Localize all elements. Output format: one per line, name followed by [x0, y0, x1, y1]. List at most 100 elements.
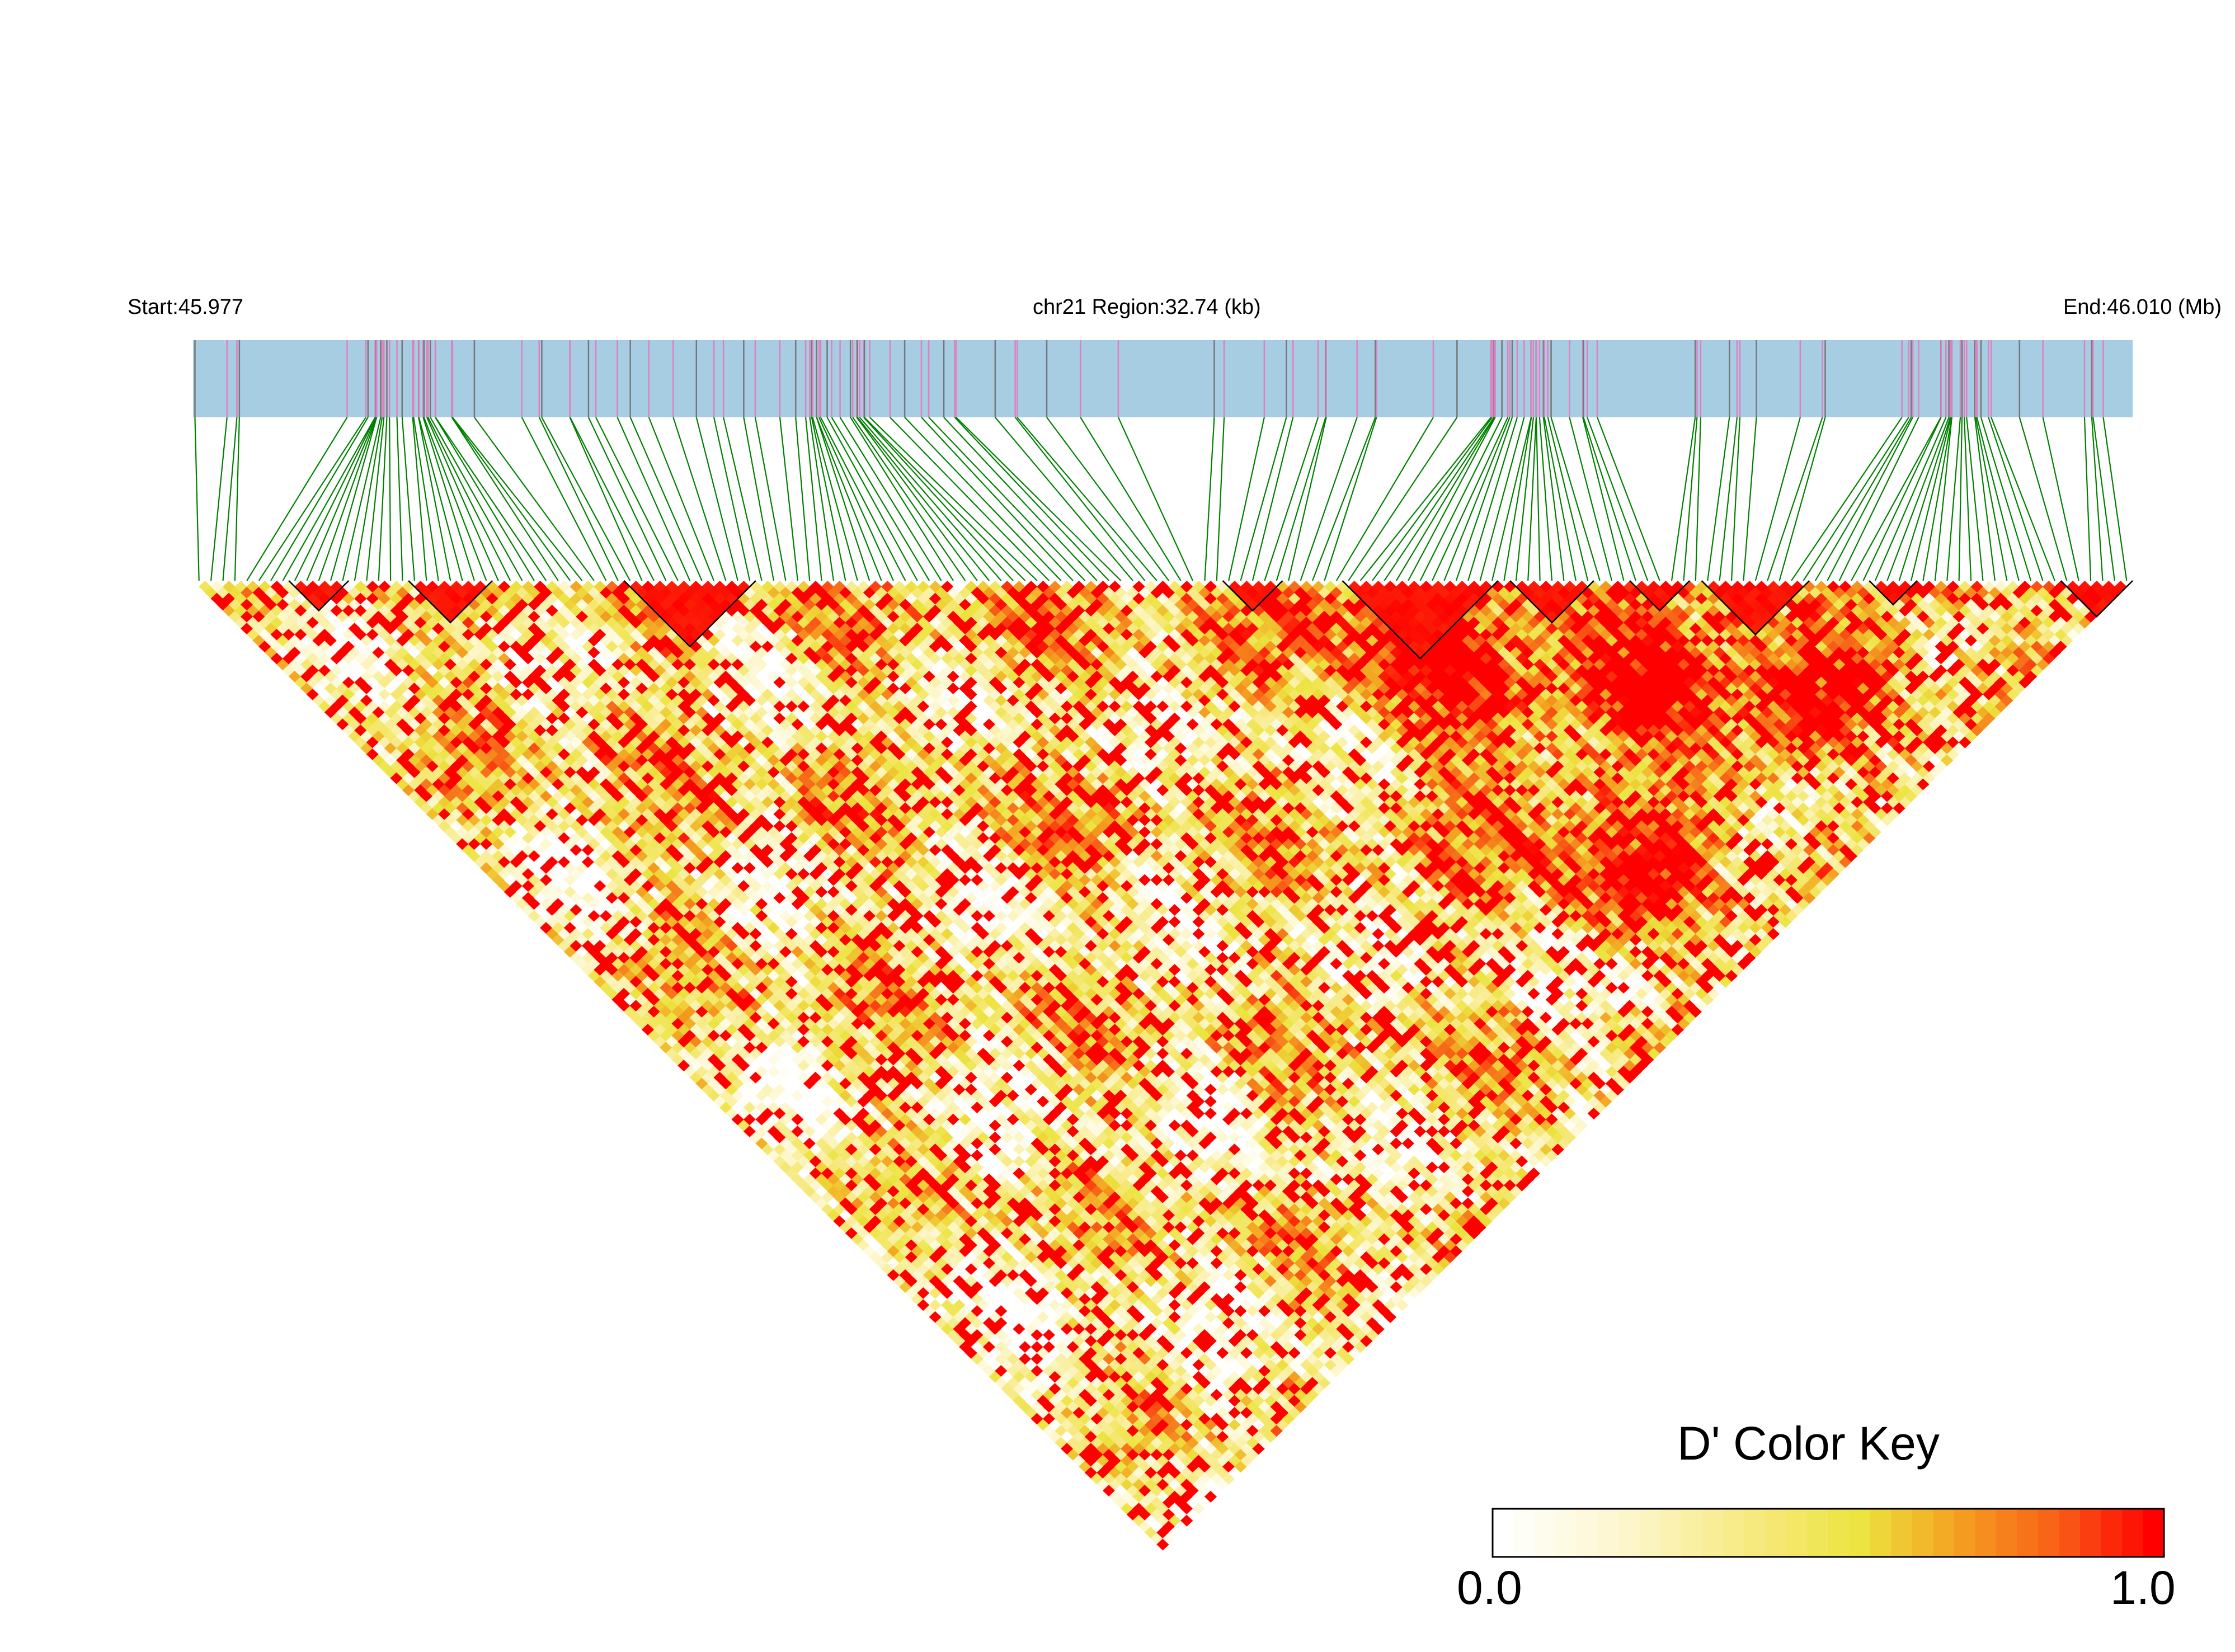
ld-cell — [1150, 1484, 1164, 1497]
ld-cell — [773, 1155, 786, 1168]
ld-cell — [1079, 1424, 1091, 1437]
ld-cell — [1132, 1395, 1145, 1407]
ld-cell — [953, 1215, 966, 1227]
ld-cell — [1042, 1424, 1056, 1437]
snp-connector — [1862, 417, 1942, 581]
ld-cell — [486, 772, 499, 784]
ld-cell — [366, 688, 379, 700]
ld-cell — [366, 748, 379, 760]
snp-connector — [451, 417, 559, 581]
ld-cell — [982, 1305, 996, 1317]
ld-cell — [911, 1185, 924, 1198]
ld-cell — [905, 1215, 918, 1227]
ld-cell — [545, 892, 559, 904]
snp-connector — [1874, 417, 1947, 581]
ld-cell — [270, 616, 284, 629]
ld-cell — [270, 652, 284, 665]
ld-cell — [1048, 1335, 1062, 1347]
ld-cell — [516, 838, 529, 850]
ld-cell — [1144, 1514, 1158, 1527]
snp-connector — [1958, 417, 1963, 581]
ld-cell — [456, 838, 469, 850]
ld-cell — [839, 1185, 852, 1198]
snp-connector — [246, 417, 348, 581]
snp-connector — [869, 417, 1038, 581]
ld-cell — [396, 754, 409, 766]
ld-cell — [545, 903, 559, 916]
ld-cell — [1024, 1335, 1038, 1347]
ld-cell — [396, 766, 409, 779]
snp-connector — [1719, 417, 1738, 581]
snp-connector — [1535, 417, 1541, 581]
snp-connector — [852, 417, 966, 581]
ld-cell — [426, 796, 439, 808]
ld-cell — [396, 706, 409, 719]
ld-cell — [1072, 1455, 1085, 1467]
ld-cell — [516, 886, 529, 898]
ld-cell — [1192, 1455, 1205, 1467]
ld-cell — [1210, 1484, 1224, 1497]
snp-connector — [427, 417, 511, 581]
snp-connector — [1384, 417, 1495, 581]
snp-connector — [1408, 417, 1496, 581]
snp-connector — [857, 417, 990, 581]
ld-cell — [366, 641, 379, 653]
ld-cell — [1114, 1364, 1127, 1377]
ld-cell — [982, 1364, 996, 1377]
ld-cell — [1055, 1305, 1067, 1317]
ld-cell — [977, 1335, 990, 1347]
snp-connector — [1538, 417, 1553, 581]
ld-cell — [241, 586, 253, 599]
ld-cell — [486, 832, 499, 844]
snp-connector — [2091, 417, 2104, 581]
snp-connector — [1544, 417, 1577, 581]
ld-cell — [545, 856, 559, 868]
ld-cell — [545, 796, 559, 808]
snp-connector — [318, 417, 377, 581]
ld-cell — [486, 868, 499, 880]
ld-cell — [210, 581, 224, 593]
snp-connector — [850, 417, 954, 581]
snp-connector — [1324, 417, 1377, 581]
snp-connector — [1980, 417, 2032, 581]
snp-connector — [1966, 417, 1984, 581]
ld-cell — [1055, 1424, 1067, 1437]
snp-connector — [943, 417, 1098, 581]
ld-cell — [893, 1275, 906, 1287]
ld-cell — [258, 604, 271, 617]
ld-cell — [396, 694, 409, 707]
ld-cell — [210, 592, 224, 605]
ld-cell — [1156, 1514, 1169, 1527]
ld-cell — [336, 610, 349, 623]
ld-cell — [887, 1185, 900, 1198]
ld-cell — [1013, 1395, 1025, 1407]
ld-cell — [1174, 1484, 1187, 1497]
ld-cell — [545, 928, 559, 940]
snp-connector — [366, 417, 385, 581]
snp-connector — [1300, 417, 1358, 581]
snp-connector — [863, 417, 1014, 581]
ld-cell — [258, 641, 271, 653]
ld-cell — [1006, 1305, 1020, 1317]
snp-connector — [1335, 417, 1434, 581]
ld-cell — [396, 646, 409, 659]
snp-connector — [342, 417, 382, 581]
snp-connector — [1017, 417, 1158, 581]
snp-connector — [779, 417, 798, 581]
ld-cell — [1037, 1395, 1050, 1407]
snp-connector — [270, 417, 369, 581]
ld-cell — [1006, 1364, 1020, 1377]
snp-connector — [1791, 417, 1903, 581]
ld-cell — [396, 658, 409, 671]
ld-cell — [964, 1275, 978, 1287]
ld-cell — [336, 670, 349, 683]
snp-connector — [954, 417, 1109, 581]
ld-cell — [1084, 1335, 1098, 1347]
ld-cell — [1031, 1364, 1044, 1377]
ld-cell — [869, 1215, 882, 1227]
snp-connector-lines — [194, 417, 2128, 581]
snp-connector — [831, 417, 930, 581]
snp-connector — [820, 417, 906, 581]
snp-connector — [1946, 417, 1961, 581]
snp-connector — [1228, 417, 1265, 581]
